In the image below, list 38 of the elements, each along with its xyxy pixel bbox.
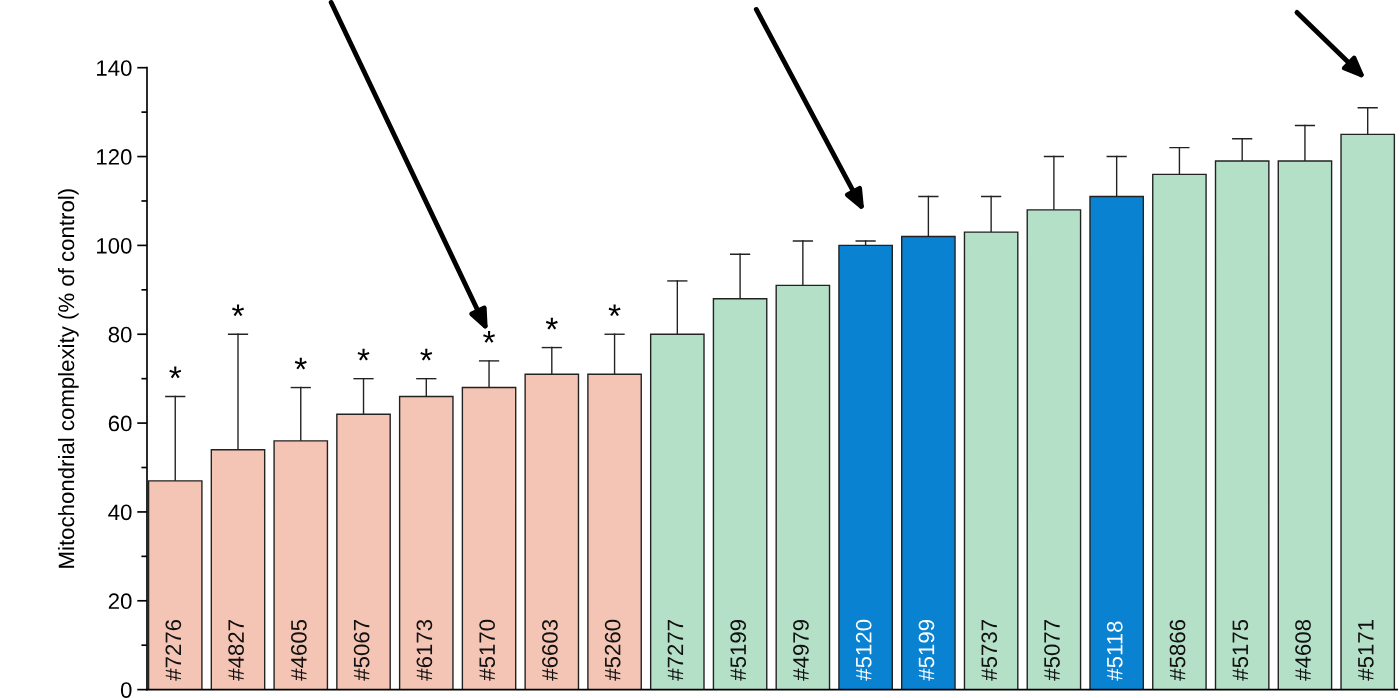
y-axis-title: Mitochondrial complexity (% of control) xyxy=(57,189,79,568)
y-tick-label: 140 xyxy=(97,60,132,76)
x-tick-label: #5118 xyxy=(1106,621,1123,681)
y-tick-label: 100 xyxy=(97,237,132,254)
x-tick-label: #5120 xyxy=(855,619,872,681)
x-tick-label: #4827 xyxy=(228,620,244,681)
x-tick-label: #6173 xyxy=(416,619,433,681)
x-tick-label: #6603 xyxy=(542,619,558,681)
x-tick-label: #7277 xyxy=(667,620,684,681)
x-tick-label: #5175 xyxy=(1232,619,1249,681)
x-tick-label: #7276 xyxy=(165,619,182,681)
annotation: * xyxy=(294,357,307,370)
x-tick-label: #5077 xyxy=(1044,620,1060,681)
annotation: * xyxy=(169,366,182,379)
x-tick-label: #5260 xyxy=(604,619,621,681)
x-tick-label: #4979 xyxy=(793,620,809,681)
x-tick-label: #4608 xyxy=(1295,619,1311,681)
y-tick-label: 80 xyxy=(108,326,132,343)
bar xyxy=(838,244,893,690)
x-tick-label: #5199 xyxy=(918,620,935,681)
annotation: * xyxy=(357,348,370,361)
x-tick-label: #5067 xyxy=(353,620,370,681)
annotation: * xyxy=(420,348,433,361)
x-tick-label: #5199 xyxy=(730,620,747,681)
y-tick-label: 60 xyxy=(108,415,132,432)
x-tick-label: #4605 xyxy=(290,619,307,681)
annotation: * xyxy=(608,304,621,317)
annotation: * xyxy=(483,331,496,343)
annotation: * xyxy=(545,317,558,330)
x-tick-label: #5866 xyxy=(1169,619,1186,681)
x-tick-label: #5170 xyxy=(479,619,496,681)
y-tick-label: 40 xyxy=(108,504,132,521)
y-tick-label: 20 xyxy=(108,593,132,610)
annotation: * xyxy=(232,304,244,317)
x-tick-label: #5171 xyxy=(1358,620,1374,681)
y-tick-label: 120 xyxy=(97,149,132,165)
x-tick-label: #5737 xyxy=(981,620,998,681)
y-tick-label: 0 xyxy=(120,682,132,698)
